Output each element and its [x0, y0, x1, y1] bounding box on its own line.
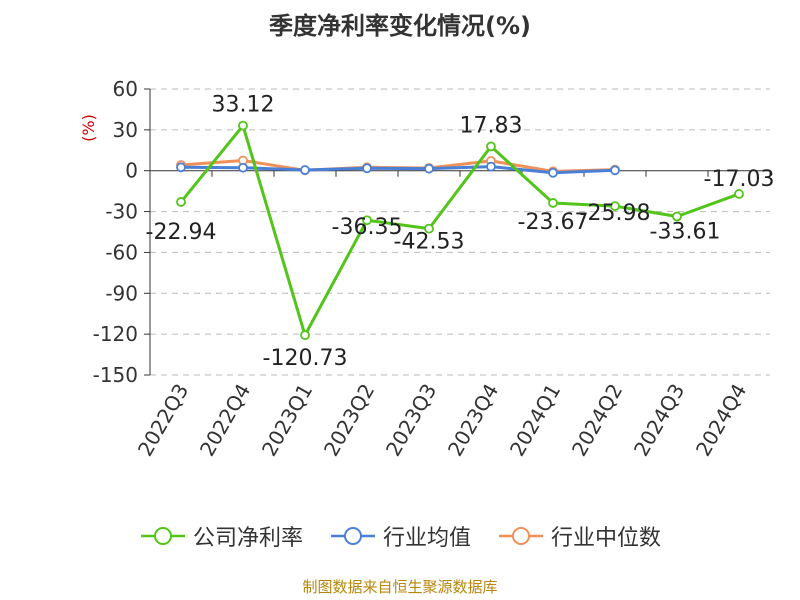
y-tick-label: 60 [113, 77, 138, 101]
legend: 公司净利率 行业均值 行业中位数 [0, 520, 800, 552]
data-point [672, 211, 682, 222]
data-point [486, 161, 496, 172]
legend-marker-industry-median [499, 527, 543, 545]
legend-label-industry-mean: 行业均值 [382, 526, 471, 551]
data-point [238, 162, 248, 173]
y-tick-label: -150 [93, 363, 138, 387]
data-point [486, 141, 496, 152]
x-tick-label: 2022Q3 [133, 380, 193, 461]
y-tick-label: 0 [125, 159, 138, 183]
x-tick-label: 2023Q4 [443, 380, 503, 461]
x-tick-label: 2024Q3 [629, 380, 689, 461]
legend-label-company: 公司净利率 [192, 526, 303, 551]
data-label: 17.83 [460, 113, 523, 138]
x-tick-label: 2023Q3 [381, 380, 441, 461]
data-label: -17.03 [704, 167, 775, 192]
y-tick-label: -90 [105, 281, 138, 305]
data-point [424, 163, 434, 174]
data-point [424, 223, 434, 234]
data-label: -23.67 [518, 210, 589, 235]
data-point [548, 198, 558, 208]
data-label: -42.53 [394, 230, 465, 255]
series-line [179, 124, 740, 337]
data-label: -120.73 [263, 346, 348, 371]
y-tick-label: -30 [105, 200, 138, 224]
data-point [362, 215, 372, 226]
data-label: -25.98 [580, 201, 651, 226]
data-labels: -22.94 33.12 -120.73 -36.35-42.53 17.83 -23.6… [146, 93, 775, 372]
data-label: 33.12 [212, 93, 275, 118]
source-note: 制图数据来自恒生聚源数据库 [302, 578, 498, 596]
y-axis-label: (%) [79, 114, 98, 142]
grid-lines [150, 88, 770, 376]
legend-item-company[interactable]: 公司净利率 [139, 520, 303, 552]
x-tick-label: 2024Q4 [691, 380, 751, 461]
series-lines [176, 120, 744, 341]
data-point [610, 165, 620, 176]
data-point [362, 163, 372, 174]
chart-title: 季度净利率变化情况(%) [269, 12, 531, 40]
data-point [176, 197, 186, 207]
data-point [176, 162, 186, 173]
x-tick-label: 2023Q1 [257, 380, 317, 461]
x-tick-label: 2023Q2 [319, 380, 379, 461]
series-line [180, 165, 616, 175]
legend-label-industry-median: 行业中位数 [551, 526, 662, 551]
x-tick-label: 2022Q4 [195, 380, 255, 461]
x-tick-label: 2024Q2 [567, 380, 627, 461]
legend-marker-company [140, 527, 185, 545]
data-point [300, 165, 310, 175]
data-point [300, 330, 310, 341]
y-tick-label: -60 [105, 240, 138, 264]
legend-item-industry-mean[interactable]: 行业均值 [329, 520, 471, 552]
data-point [734, 189, 744, 199]
legend-item-industry-median[interactable]: 行业中位数 [497, 520, 661, 552]
data-label: -36.35 [332, 215, 403, 240]
data-point [610, 201, 620, 211]
y-tick-label: -120 [93, 322, 138, 346]
data-point [238, 120, 248, 131]
data-point [548, 167, 558, 178]
data-label: -22.94 [146, 220, 217, 245]
data-label: -33.61 [650, 219, 721, 244]
y-tick-label: 30 [113, 118, 138, 142]
legend-marker-industry-mean [330, 527, 375, 545]
x-tick-label: 2024Q1 [505, 380, 565, 461]
